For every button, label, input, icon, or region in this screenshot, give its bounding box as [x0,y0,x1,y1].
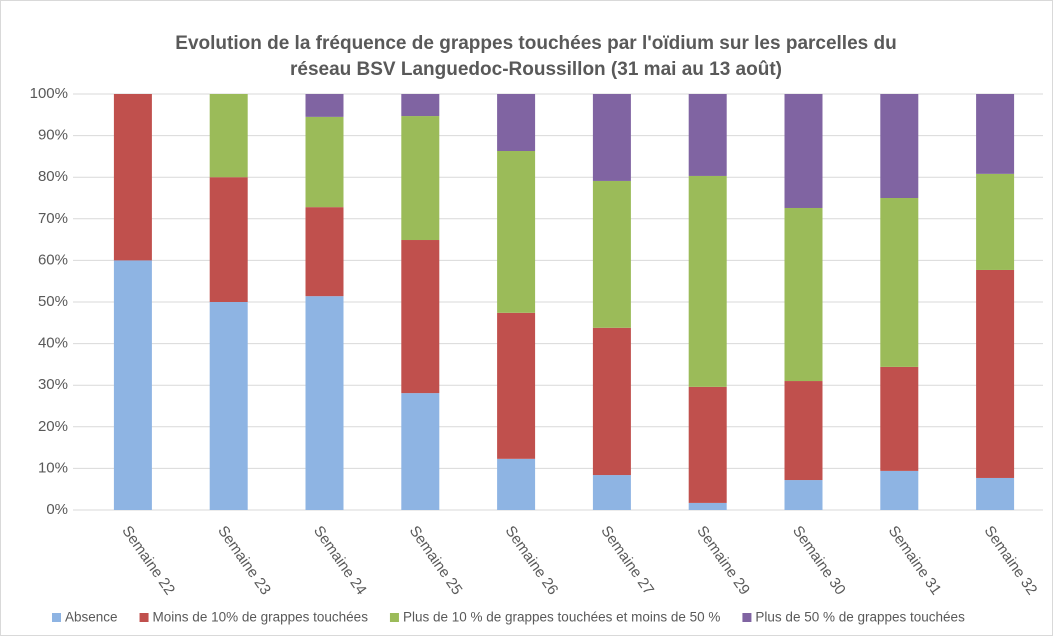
bar-segment [305,207,344,297]
bar-segment [305,94,344,117]
legend-label: Plus de 50 % de grappes touchées [755,610,965,625]
legend-label: Moins de 10% de grappes touchées [153,610,369,625]
bar-segment [401,240,440,394]
y-tick-label: 20% [38,418,68,435]
bar-segment [401,116,440,241]
bar-segment [784,94,823,208]
bar-segment [592,327,631,476]
y-tick-label: 10% [38,459,68,476]
y-tick-label: 50% [38,293,68,310]
chart-title: réseau BSV Languedoc-Roussillon (31 mai … [290,59,782,80]
bar-segment [401,393,440,510]
bar-segment [209,302,248,510]
y-tick-label: 90% [38,127,68,144]
bar-segment [880,198,919,367]
legend-swatch [139,613,149,622]
bar-segment [976,269,1015,478]
bar-segment [113,260,152,510]
legend-swatch [389,613,399,622]
bar-segment [113,94,152,261]
bar-segment [976,173,1015,270]
chart-title: Evolution de la fréquence de grappes tou… [175,33,896,54]
bar-segment [880,470,919,510]
bar-segment [592,94,631,181]
bar-segment [497,312,536,459]
y-tick-label: 80% [38,168,68,185]
bar-segment [880,94,919,198]
bar-segment [592,180,631,328]
bar-segment [688,502,727,510]
legend-swatch [742,613,752,622]
legend-label: Absence [65,610,118,625]
y-tick-label: 40% [38,335,68,352]
bar-segment [592,475,631,510]
bar-segment [976,94,1015,174]
y-tick-label: 60% [38,251,68,268]
bar-segment [880,366,919,471]
y-tick-label: 0% [46,501,68,518]
legend-swatch [52,613,61,622]
y-tick-label: 100% [30,85,68,102]
bar-segment [305,296,344,510]
bar-segment [497,458,536,510]
bar-segment [688,386,727,503]
y-tick-label: 30% [38,376,68,393]
bar-segment [497,94,536,151]
bar-segment [688,175,727,387]
bar-segment [497,150,536,313]
bar-segment [784,381,823,481]
bar-segment [688,94,727,176]
bar-segment [784,207,823,382]
y-tick-label: 70% [38,210,68,227]
bar-segment [305,116,344,208]
bar-segment [209,94,248,178]
bar-segment [401,94,440,117]
legend-label: Plus de 10 % de grappes touchées et moin… [403,610,720,625]
bar-segment [976,477,1015,510]
bar-segment [784,480,823,510]
bar-segment [209,177,248,302]
